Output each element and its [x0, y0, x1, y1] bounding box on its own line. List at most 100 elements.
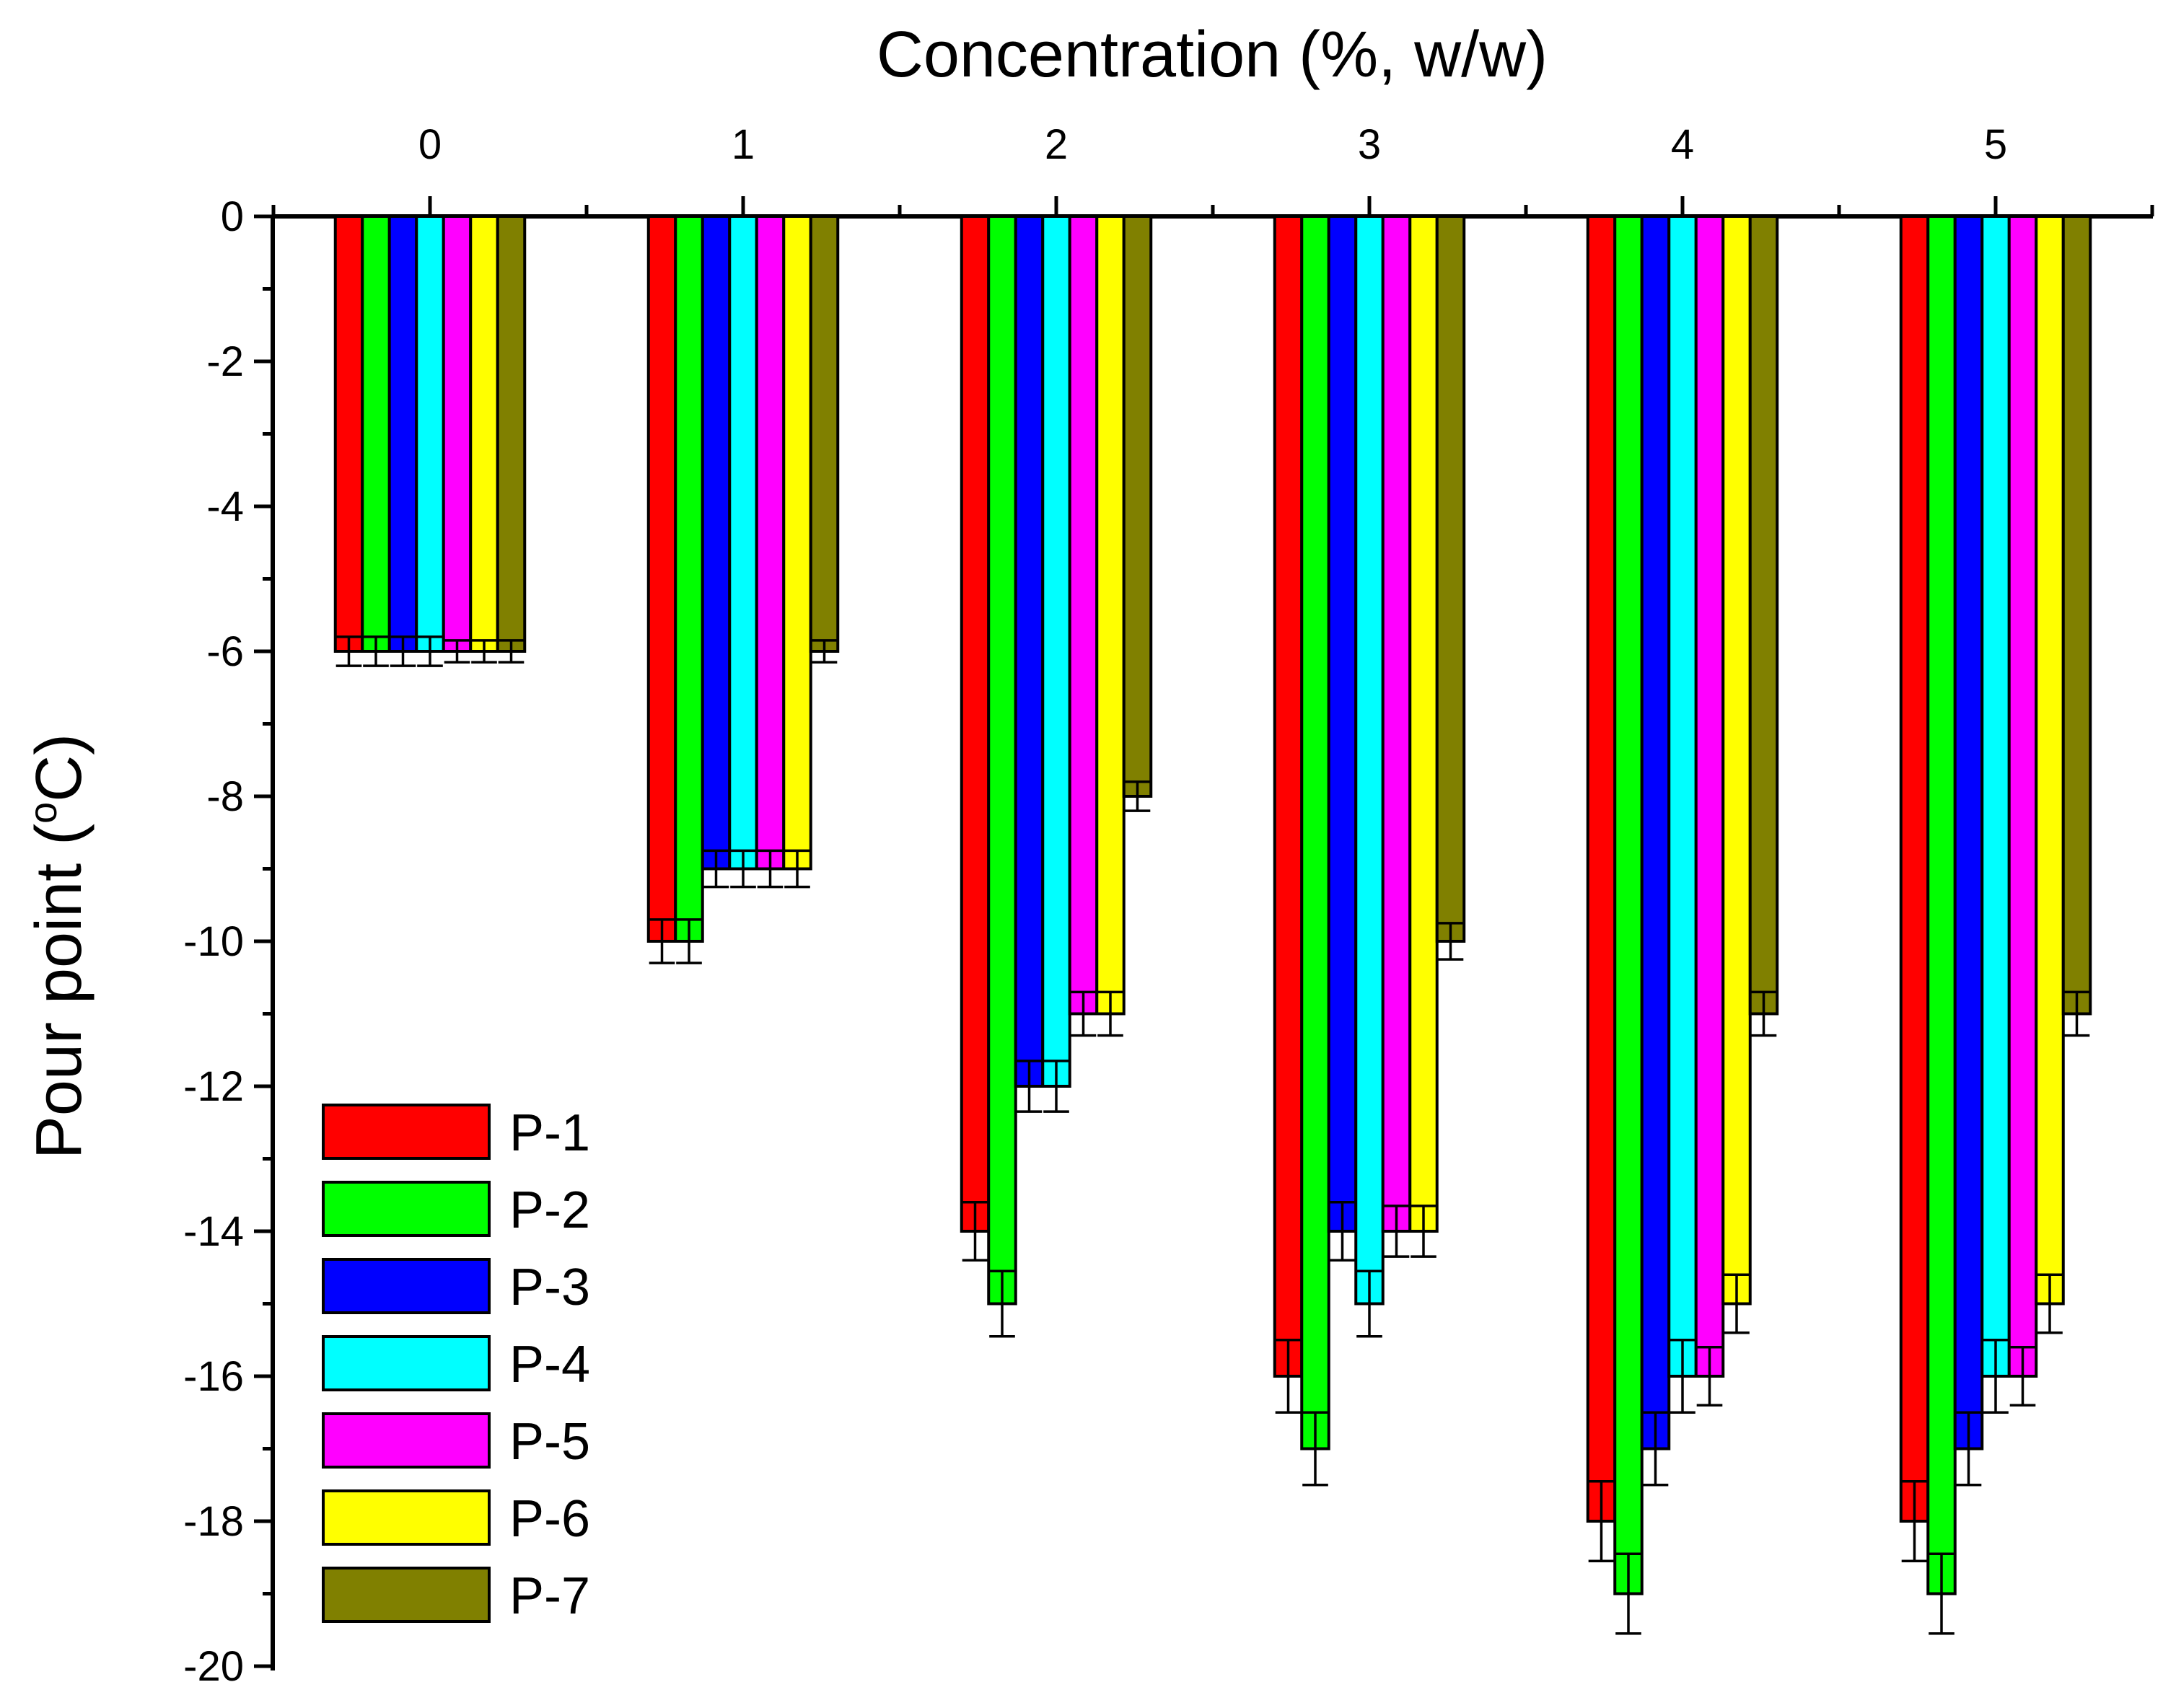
bar-p-5-conc-4 [1694, 215, 1725, 1378]
error-bar-p-4-conc-0 [417, 635, 443, 667]
bar-p-3-conc-4 [1640, 215, 1671, 1451]
bar-p-4-conc-4 [1667, 215, 1698, 1378]
legend-swatch-p-3 [322, 1258, 491, 1314]
legend-label-p-5: P-5 [509, 1413, 590, 1471]
bar-p-3-conc-1 [701, 215, 732, 871]
bar-p-5-conc-5 [2007, 215, 2038, 1378]
error-bar-p-4-conc-3 [1356, 1269, 1382, 1338]
bar-p-2-conc-2 [987, 215, 1017, 1306]
error-bar-p-6-conc-2 [1097, 990, 1123, 1037]
bar-p-1-conc-2 [960, 215, 991, 1233]
bar-p-1-conc-1 [646, 215, 677, 943]
y-tick-label: -16 [183, 1353, 244, 1400]
error-bar-p-7-conc-0 [498, 639, 525, 664]
bar-p-1-conc-4 [1586, 215, 1617, 1523]
legend: P-1 P-2 P-3 P-4 P-5 P-6 P-7 [322, 1104, 590, 1625]
error-bar-p-6-conc-4 [1724, 1273, 1750, 1334]
error-bar-p-1-conc-1 [649, 918, 675, 964]
error-bar-p-1-conc-2 [962, 1201, 988, 1262]
error-bar-p-4-conc-2 [1043, 1060, 1069, 1113]
legend-swatch-p-2 [322, 1181, 491, 1237]
bar-p-6-conc-2 [1095, 215, 1126, 1016]
y-tick-label: -6 [206, 628, 244, 675]
error-bar-p-4-conc-1 [730, 849, 756, 889]
x-tick-label: 4 [1671, 121, 1694, 168]
bar-p-3-conc-5 [1953, 215, 1984, 1451]
y-tick-label: -4 [206, 483, 244, 530]
bar-p-2-conc-0 [361, 215, 391, 653]
error-bar-p-6-conc-5 [2037, 1273, 2063, 1334]
bar-p-1-conc-0 [333, 215, 364, 653]
y-tick-label: -18 [183, 1498, 244, 1545]
error-bar-p-2-conc-3 [1302, 1411, 1328, 1487]
bar-p-6-conc-3 [1408, 215, 1439, 1233]
error-bar-p-7-conc-2 [1124, 780, 1151, 812]
x-tick-label: 3 [1358, 121, 1381, 168]
error-bar-p-2-conc-0 [363, 635, 389, 667]
legend-swatch-p-4 [322, 1335, 491, 1391]
bar-p-6-conc-4 [1721, 215, 1752, 1306]
error-bar-p-5-conc-3 [1383, 1205, 1410, 1258]
error-bar-p-2-conc-2 [989, 1269, 1015, 1338]
error-bar-p-6-conc-0 [471, 639, 497, 664]
bar-p-5-conc-2 [1068, 215, 1099, 1016]
bar-p-6-conc-1 [782, 215, 812, 871]
bar-p-4-conc-1 [728, 215, 758, 871]
x-tick-label: 5 [1984, 121, 2007, 168]
y-tick-label: -2 [206, 338, 244, 385]
y-tick-label: -20 [183, 1643, 244, 1690]
bar-p-5-conc-1 [755, 215, 786, 871]
error-bar-p-4-conc-4 [1670, 1339, 1695, 1414]
error-bar-p-3-conc-3 [1329, 1201, 1356, 1262]
error-bar-p-4-conc-5 [1983, 1339, 2009, 1414]
error-bar-p-1-conc-3 [1275, 1339, 1302, 1414]
legend-swatch-p-6 [322, 1489, 491, 1546]
bar-p-7-conc-4 [1748, 215, 1779, 1016]
x-tick-label: 2 [1045, 121, 1068, 168]
error-bar-p-7-conc-3 [1437, 922, 1464, 961]
legend-label-p-6: P-6 [509, 1490, 590, 1548]
y-tick-label: -14 [183, 1208, 244, 1255]
y-axis-title-superscript: o [22, 802, 65, 824]
bar-p-6-conc-5 [2035, 215, 2065, 1306]
x-tick-label: 1 [732, 121, 755, 168]
legend-label-p-4: P-4 [509, 1336, 590, 1394]
bar-p-7-conc-3 [1435, 215, 1466, 943]
error-bar-p-1-conc-5 [1901, 1479, 1928, 1563]
y-tick-label: -10 [183, 918, 244, 965]
y-axis-title: Pour point (oC) [22, 734, 95, 1159]
bar-p-6-conc-0 [469, 215, 499, 653]
bar-p-4-conc-0 [415, 215, 445, 653]
bar-p-4-conc-5 [1980, 215, 2011, 1378]
bar-p-2-conc-1 [674, 215, 704, 943]
error-bar-p-3-conc-4 [1642, 1411, 1669, 1487]
legend-label-p-3: P-3 [509, 1259, 590, 1316]
error-bar-p-5-conc-5 [2009, 1346, 2036, 1407]
error-bar-p-3-conc-2 [1016, 1060, 1043, 1113]
legend-swatch-p-5 [322, 1412, 491, 1469]
error-bar-p-1-conc-0 [335, 635, 362, 667]
error-bar-p-6-conc-1 [784, 849, 810, 889]
error-bar-p-1-conc-4 [1588, 1479, 1615, 1563]
bar-p-5-conc-0 [442, 215, 473, 653]
bar-p-4-conc-3 [1354, 215, 1385, 1306]
bar-p-7-conc-2 [1122, 215, 1153, 798]
legend-swatch-p-7 [322, 1567, 491, 1623]
error-bar-p-5-conc-2 [1070, 990, 1097, 1037]
legend-label-p-2: P-2 [509, 1181, 590, 1239]
bar-p-3-conc-2 [1014, 215, 1045, 1088]
error-bar-p-7-conc-1 [811, 639, 838, 664]
bar-p-7-conc-0 [496, 215, 527, 653]
x-tick-label: 0 [418, 121, 442, 168]
bar-p-2-conc-4 [1613, 215, 1644, 1595]
bar-p-5-conc-3 [1381, 215, 1412, 1233]
error-bar-p-7-conc-5 [2063, 990, 2090, 1037]
y-tick-label: -12 [183, 1063, 244, 1110]
x-axis-title: Concentration (%, w/w) [877, 19, 1548, 91]
legend-swatch-p-1 [322, 1104, 491, 1160]
legend-label-p-7: P-7 [509, 1567, 590, 1625]
bar-p-2-conc-5 [1926, 215, 1957, 1595]
error-bar-p-2-conc-5 [1929, 1552, 1955, 1635]
bar-p-1-conc-5 [1899, 215, 1930, 1523]
error-bar-p-6-conc-3 [1411, 1205, 1436, 1258]
